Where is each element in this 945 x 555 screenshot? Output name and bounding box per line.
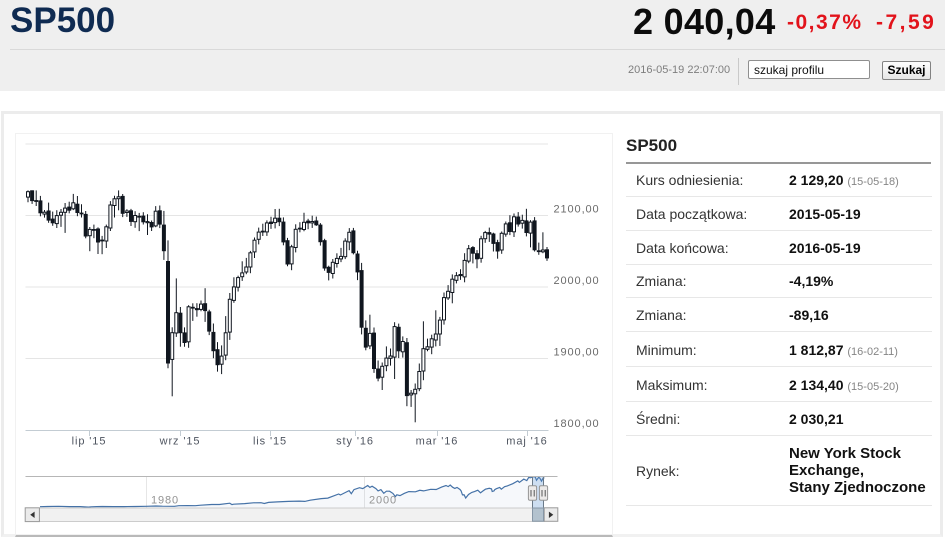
svg-text:sty '16: sty '16 xyxy=(336,436,374,448)
svg-text:2100,00: 2100,00 xyxy=(554,204,600,216)
svg-text:lip '15: lip '15 xyxy=(72,436,107,448)
svg-text:2000: 2000 xyxy=(369,495,397,507)
svg-text:1800,00: 1800,00 xyxy=(554,418,600,430)
svg-text:wrz '15: wrz '15 xyxy=(159,436,201,448)
svg-text:maj '16: maj '16 xyxy=(506,436,547,448)
svg-text:2000,00: 2000,00 xyxy=(554,275,600,287)
svg-text:mar '16: mar '16 xyxy=(416,436,459,448)
svg-text:lis '15: lis '15 xyxy=(253,436,287,448)
svg-text:1900,00: 1900,00 xyxy=(554,347,600,359)
svg-text:1980: 1980 xyxy=(151,495,179,507)
